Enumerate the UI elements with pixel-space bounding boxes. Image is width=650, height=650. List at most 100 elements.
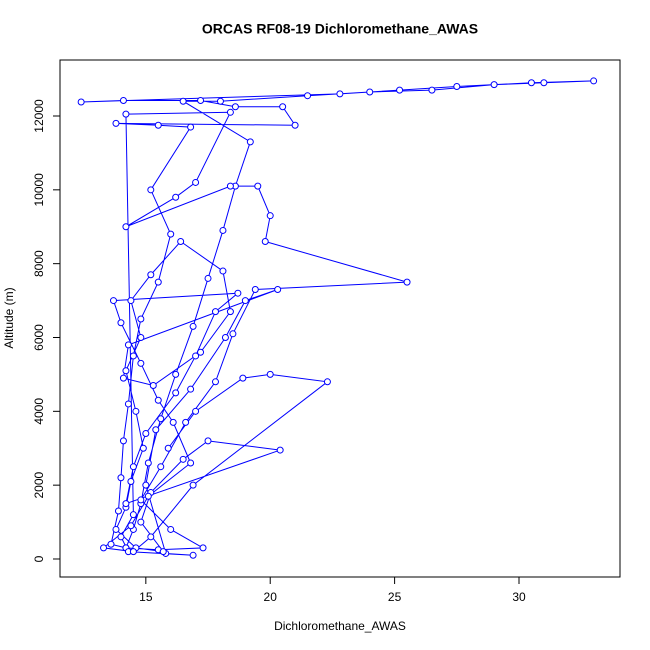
data-point xyxy=(211,378,219,386)
x-tick-label: 15 xyxy=(139,590,153,604)
data-point xyxy=(137,333,145,341)
data-point xyxy=(122,367,130,375)
data-point xyxy=(77,98,85,106)
x-tick-label: 25 xyxy=(388,590,402,604)
data-point xyxy=(189,481,197,489)
y-tick-label: 12000 xyxy=(32,99,46,133)
data-point xyxy=(129,463,137,471)
data-point xyxy=(147,186,155,194)
data-point xyxy=(129,352,137,360)
y-tick-label: 2000 xyxy=(32,471,46,498)
data-point xyxy=(127,297,135,305)
x-tick-label: 30 xyxy=(512,590,526,604)
data-point xyxy=(132,407,140,415)
data-point xyxy=(112,119,120,127)
data-point xyxy=(182,418,190,426)
data-point xyxy=(279,103,287,111)
data-point xyxy=(189,551,197,559)
data-point xyxy=(179,455,187,463)
chart-title: ORCAS RF08-19 Dichloromethane_AWAS xyxy=(202,21,478,37)
data-point xyxy=(139,444,147,452)
data-point xyxy=(403,278,411,286)
data-point xyxy=(124,400,132,408)
data-point xyxy=(172,389,180,397)
data-point xyxy=(122,223,130,231)
x-tick-label: 20 xyxy=(264,590,278,604)
data-point xyxy=(231,103,239,111)
data-point xyxy=(119,437,127,445)
data-point xyxy=(177,238,185,246)
data-point xyxy=(527,79,535,87)
data-point xyxy=(254,182,262,190)
data-point xyxy=(204,274,212,282)
data-point xyxy=(124,341,132,349)
data-point xyxy=(129,511,137,519)
data-point xyxy=(187,459,195,467)
data-point xyxy=(147,533,155,541)
x-axis-label: Dichloromethane_AWAS xyxy=(274,619,406,633)
data-point xyxy=(152,426,160,434)
data-point xyxy=(199,544,207,552)
data-point xyxy=(172,370,180,378)
data-point xyxy=(137,359,145,367)
data-point xyxy=(396,86,404,94)
data-point xyxy=(157,415,165,423)
data-point xyxy=(226,308,234,316)
data-point xyxy=(197,348,205,356)
data-point xyxy=(366,88,374,96)
data-point xyxy=(428,86,436,94)
data-point xyxy=(187,123,195,131)
data-point xyxy=(119,96,127,104)
data-point xyxy=(154,121,162,129)
data-point xyxy=(251,286,259,294)
data-point xyxy=(107,540,115,548)
y-tick-label: 4000 xyxy=(32,398,46,425)
data-point xyxy=(137,518,145,526)
data-point xyxy=(172,193,180,201)
data-point xyxy=(274,286,282,294)
data-point xyxy=(192,352,200,360)
data-point xyxy=(142,481,150,489)
data-point xyxy=(129,548,137,556)
data-line xyxy=(81,80,594,556)
data-point xyxy=(590,77,598,85)
data-point xyxy=(119,374,127,382)
data-point xyxy=(453,82,461,90)
data-point xyxy=(100,544,108,552)
data-point xyxy=(167,230,175,238)
data-point xyxy=(142,429,150,437)
data-point xyxy=(490,81,498,89)
data-point xyxy=(540,79,548,87)
data-point xyxy=(219,226,227,234)
data-point xyxy=(127,522,135,530)
data-point xyxy=(112,525,120,533)
data-point xyxy=(246,138,254,146)
data-point xyxy=(187,385,195,393)
data-point xyxy=(197,96,205,104)
data-point xyxy=(261,238,269,246)
data-point xyxy=(144,492,152,500)
data-point xyxy=(127,477,135,485)
data-point xyxy=(304,92,312,100)
data-point xyxy=(147,271,155,279)
data-point xyxy=(336,90,344,98)
data-point xyxy=(167,525,175,533)
data-point xyxy=(216,97,224,105)
data-point xyxy=(114,507,122,515)
data-point xyxy=(211,308,219,316)
data-point xyxy=(122,110,130,118)
y-tick-label: 8000 xyxy=(32,250,46,277)
data-point xyxy=(117,474,125,482)
y-axis-label: Altitude (m) xyxy=(2,287,16,348)
data-point xyxy=(159,548,167,556)
data-point xyxy=(234,289,242,297)
data-point xyxy=(109,297,117,305)
data-point xyxy=(204,437,212,445)
data-point xyxy=(122,500,130,508)
data-point xyxy=(239,374,247,382)
data-point xyxy=(291,121,299,129)
data-point xyxy=(221,333,229,341)
data-point xyxy=(179,97,187,105)
data-point xyxy=(117,319,125,327)
